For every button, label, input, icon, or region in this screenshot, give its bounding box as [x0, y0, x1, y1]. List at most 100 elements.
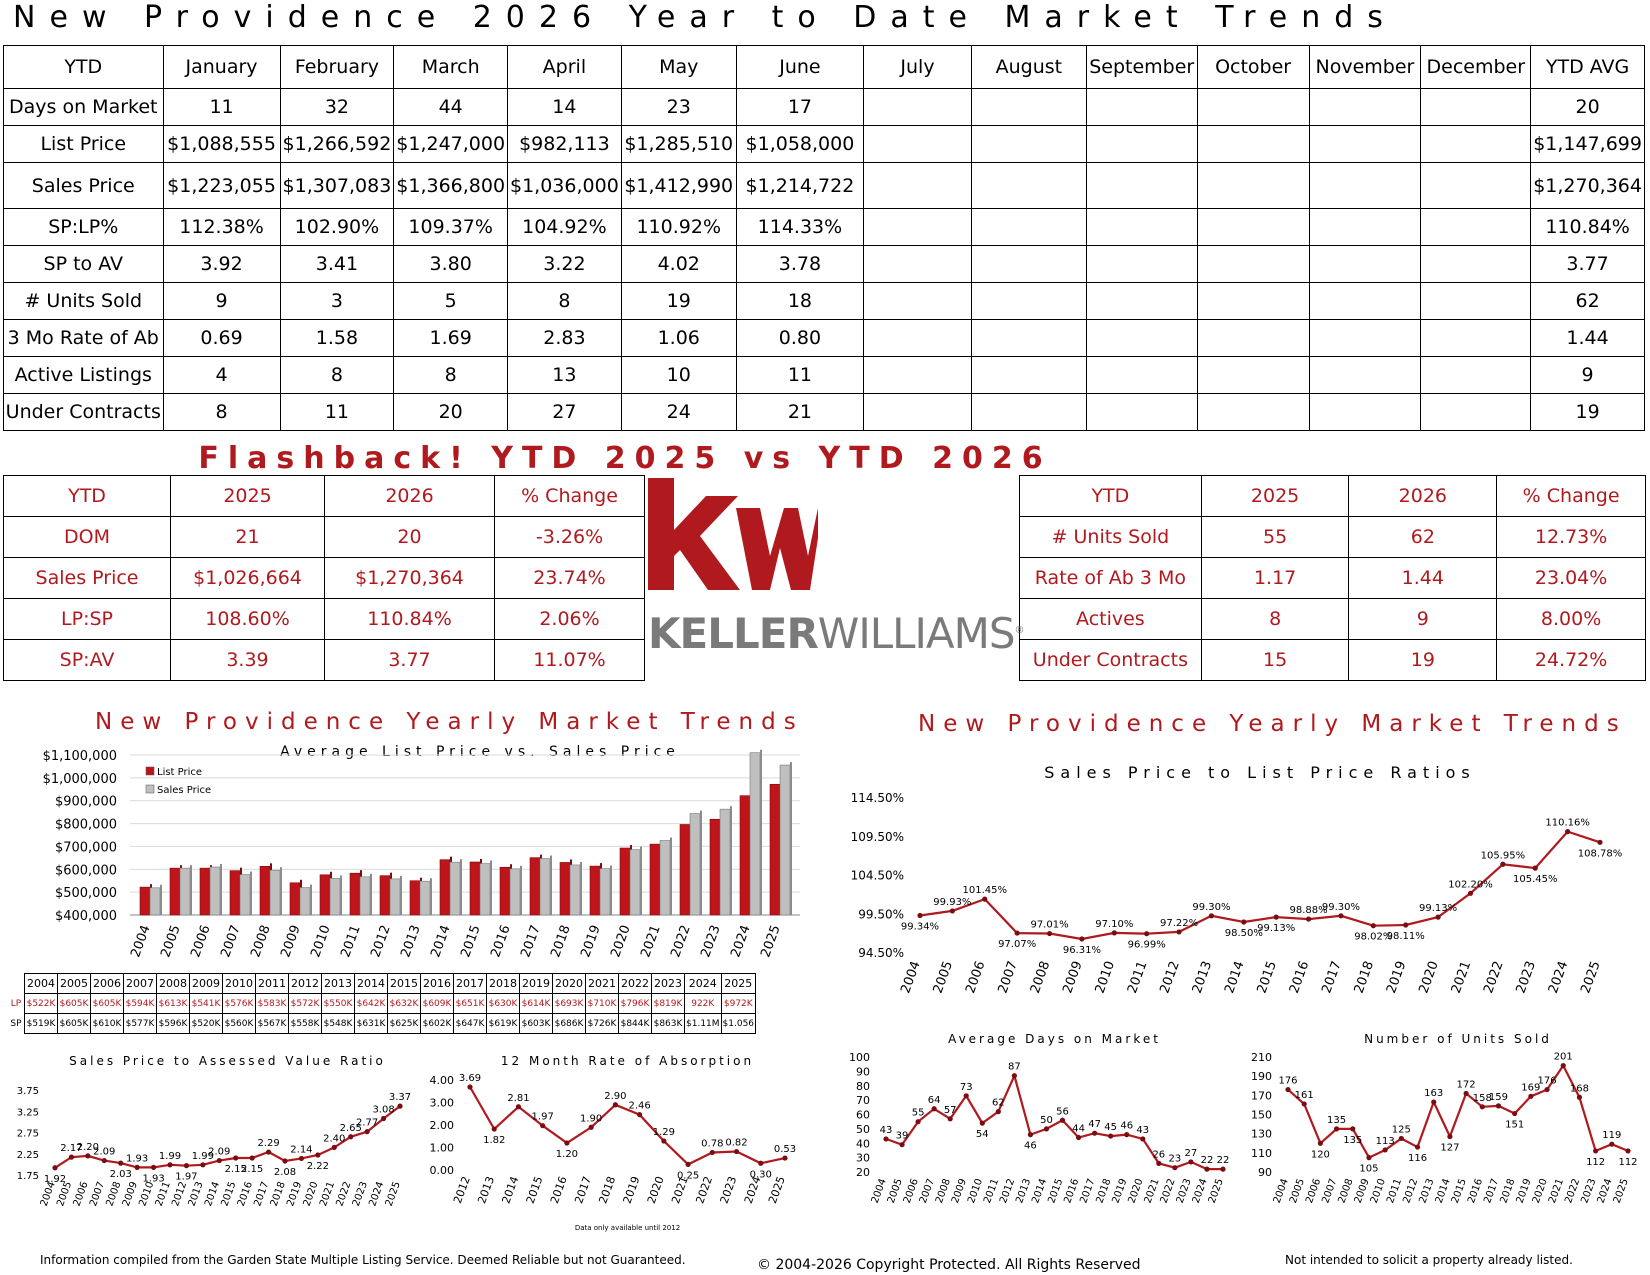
flashback-row: Actives 8 9 8.00% [1019, 598, 1646, 640]
lpsp-year-cell: 2013 [321, 973, 355, 994]
x-tick-label: 2025 [1612, 1177, 1631, 1205]
ytd-cell [1085, 393, 1198, 431]
ytd-cell [1308, 125, 1422, 163]
flashback-cell: 8.00% [1496, 598, 1646, 640]
flashback-cell: 23.74% [494, 557, 645, 599]
data-point [1463, 1090, 1469, 1097]
lpsp-year-cell: 2020 [552, 973, 586, 994]
data-point [1500, 861, 1506, 867]
ytd-cell [1196, 393, 1310, 431]
data-label: 125 [1392, 1124, 1411, 1135]
x-tick-label: 2025 [384, 1180, 403, 1208]
data-point [1208, 913, 1215, 919]
data-label: 62 [992, 1098, 1005, 1109]
data-label: 3.08 [372, 1104, 394, 1115]
ytd-cell [1196, 125, 1310, 163]
ytd-row: 3 Mo Rate of Ab 0.69 1.58 1.69 2.83 1.06 0.80 1… [3, 319, 1645, 357]
series-line [54, 1105, 401, 1169]
lpsp-year-cell: 2005 [57, 973, 91, 994]
data-point [1014, 930, 1020, 936]
data-point [315, 1152, 321, 1158]
ytd-row: Days on Market 11 32 44 14 23 17 20 [3, 88, 1645, 126]
data-label: 0.30 [750, 1169, 772, 1180]
data-point [1528, 1093, 1534, 1099]
chart-title: 12 Month Rate of Absorption [501, 1054, 754, 1068]
x-tick-label: 2021 [638, 923, 663, 959]
lpsp-lp-cell: $632K [387, 993, 421, 1014]
ytd-cell: 14 [507, 88, 622, 126]
data-point [364, 1129, 370, 1135]
ytd-cell: $1,247,000 [393, 125, 509, 163]
flashback-cell: LP:SP [2, 598, 172, 640]
lpsp-year-cell: 2012 [288, 973, 322, 994]
ytd-cell [970, 88, 1087, 126]
bar-depth [550, 855, 552, 915]
bar-list [529, 857, 541, 916]
lpsp-sp-cell: $1.11M [684, 1013, 722, 1034]
bar-depth [460, 859, 462, 915]
flashback-cell: 12.73% [1496, 516, 1646, 558]
data-point [564, 1140, 570, 1146]
flashback-cell: 19 [1348, 639, 1498, 681]
data-point [1046, 930, 1053, 937]
x-tick-label: 2016 [548, 1175, 570, 1206]
ytd-cell: 4.02 [620, 245, 737, 283]
lpsp-lp-cell: $576K [222, 993, 256, 1014]
y-tick-label: 110 [1251, 1147, 1272, 1160]
x-tick-label: 2015 [1255, 959, 1280, 995]
data-label: 99.13% [1257, 923, 1295, 934]
flashback-row: DOM 21 20 -3.26% [2, 516, 645, 558]
flashback-row: SP:AV 3.39 3.77 11.07% [2, 639, 645, 681]
lpsp-lp-cell: $651K [453, 993, 487, 1014]
data-label: 2.08 [274, 1167, 296, 1178]
data-label: 151 [1505, 1120, 1524, 1131]
bar-depth [490, 860, 492, 915]
data-point [1370, 923, 1376, 929]
x-tick-label: 2006 [188, 923, 213, 959]
data-point [1560, 1063, 1566, 1069]
ytd-avg-cell: 62 [1530, 282, 1645, 320]
ytd-cell: 44 [393, 88, 509, 126]
avg-days-on-market-chart: Average Days on Market203040506070809010… [849, 1032, 1229, 1205]
flashback-cell: 62 [1348, 516, 1498, 558]
data-label: 113 [1376, 1136, 1395, 1147]
data-point [685, 1161, 691, 1167]
sp-lp-ratio-chart: Sales Price to List Price Ratios 94.50% 99… [851, 763, 1623, 995]
ytd-cell [1420, 393, 1532, 431]
ytd-cell [970, 282, 1087, 320]
data-point [85, 1153, 91, 1159]
bar-sales [569, 864, 581, 916]
ytd-cell: 11 [162, 88, 281, 126]
x-tick-label: 2015 [524, 1175, 546, 1206]
bar-sales [689, 813, 701, 916]
flashback-header-cell: 2026 [323, 475, 496, 517]
bar-depth [280, 867, 282, 915]
data-point [134, 1164, 140, 1170]
data-label: 43 [1136, 1125, 1149, 1136]
y-tick-label: 80 [856, 1080, 870, 1093]
ytd-cell [970, 125, 1087, 163]
ytd-row-label: 3 Mo Rate of Ab [3, 319, 164, 357]
series-line [919, 830, 1601, 941]
ytd-cell [970, 393, 1087, 431]
data-label: 2.20 [77, 1142, 99, 1153]
lpsp-lp-cell: $819K [651, 993, 685, 1014]
bar-sales [149, 887, 161, 916]
ytd-cell [863, 282, 972, 320]
data-point [1301, 1101, 1307, 1107]
data-label: 2.46 [628, 1101, 650, 1112]
x-tick-label: 2013 [475, 1175, 497, 1206]
data-point [282, 1158, 288, 1164]
y-tick-label: $800,000 [55, 818, 117, 833]
data-point [1075, 1134, 1082, 1141]
lpsp-year-cell: 2017 [453, 973, 487, 994]
lpsp-sp-cell: $863K [651, 1013, 685, 1034]
flashback-cell: -3.26% [494, 516, 645, 558]
ytd-cell [1308, 356, 1422, 394]
bar-depth [430, 878, 432, 915]
data-point [249, 1155, 255, 1161]
ytd-cell: 5 [393, 282, 509, 320]
lpsp-sp-cell: $548K [321, 1013, 355, 1034]
data-label: 96.99% [1128, 940, 1166, 951]
x-tick-label: 2012 [1157, 959, 1182, 995]
